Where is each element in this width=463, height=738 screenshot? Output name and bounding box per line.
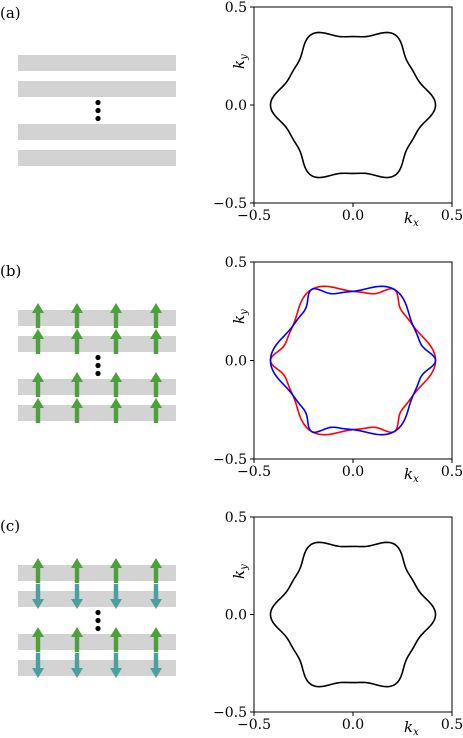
- spin-down-arrow: [110, 584, 122, 609]
- spin-up-arrow: [71, 627, 83, 652]
- ellipsis-dot: [95, 115, 101, 122]
- spin-up-arrow: [32, 398, 44, 423]
- ellipsis-dot: [95, 617, 101, 624]
- x-tick-label: 0.5: [441, 208, 463, 224]
- spin-up-arrow: [71, 329, 83, 354]
- spin-up-arrow: [71, 398, 83, 423]
- y-axis-label: ky: [230, 309, 250, 324]
- fermi-contour: [269, 285, 437, 436]
- y-tick-label: 0.0: [225, 354, 247, 370]
- spin-up-arrow: [32, 329, 44, 354]
- ellipsis-dot: [95, 354, 101, 361]
- fermi-contour: [269, 31, 437, 179]
- spin-down-arrow: [71, 653, 83, 678]
- layer-stack: [18, 303, 176, 423]
- spin-up-arrow: [150, 558, 162, 583]
- spin-down-arrow: [32, 584, 44, 609]
- spin-up-arrow: [32, 627, 44, 652]
- spin-up-arrow: [71, 558, 83, 583]
- layer-slab: [18, 336, 176, 352]
- spin-up-arrow: [150, 372, 162, 397]
- x-axis-label: kx: [404, 465, 419, 485]
- layer-slab: [18, 379, 176, 395]
- layer-slab: [18, 81, 176, 97]
- spin-up-arrow: [110, 372, 122, 397]
- layer-slab: [18, 565, 176, 581]
- ellipsis-dot: [95, 625, 101, 632]
- y-tick-label: 0.0: [225, 98, 247, 114]
- spin-down-arrow: [71, 584, 83, 609]
- y-axis-label: ky: [230, 564, 250, 579]
- x-axis-label: kx: [404, 209, 419, 229]
- ellipsis-dot: [95, 609, 101, 616]
- x-tick-label: 0.0: [342, 208, 364, 224]
- layer-stack: [18, 55, 176, 166]
- y-tick-label: −0.5: [213, 705, 247, 721]
- ellipsis-dot: [95, 370, 101, 377]
- layer-slab: [18, 660, 176, 676]
- x-tick-label: 0.0: [342, 717, 364, 733]
- layer-slab: [18, 55, 176, 71]
- spin-up-arrow: [110, 398, 122, 423]
- x-tick-label: −0.5: [237, 464, 271, 480]
- spin-up-arrow: [110, 558, 122, 583]
- ellipsis-dot: [95, 362, 101, 369]
- y-tick-label: −0.5: [213, 196, 247, 212]
- spin-up-arrow: [71, 372, 83, 397]
- y-axis-label: ky: [230, 54, 250, 69]
- spin-up-arrow: [150, 329, 162, 354]
- y-tick-label: 0.5: [225, 510, 247, 526]
- x-tick-label: 0.5: [441, 464, 463, 480]
- panel-label-c: (c): [0, 517, 21, 535]
- spin-up-arrow: [110, 303, 122, 328]
- ellipsis-dot: [95, 107, 101, 114]
- y-tick-label: 0.5: [225, 0, 247, 16]
- spin-up-arrow: [150, 627, 162, 652]
- layer-stack: [18, 558, 176, 678]
- x-axis-label: kx: [404, 718, 419, 738]
- plot-panel: −0.5−0.5 0.0 0.0 0.5 0.5 kx ky: [213, 255, 463, 485]
- spin-up-arrow: [32, 372, 44, 397]
- spin-up-arrow: [110, 329, 122, 354]
- layer-slab: [18, 310, 176, 326]
- spin-up-arrow: [71, 303, 83, 328]
- y-tick-label: 0.0: [225, 608, 247, 624]
- x-tick-label: 0.5: [441, 717, 463, 733]
- spin-up-arrow: [32, 558, 44, 583]
- layer-slab: [18, 150, 176, 166]
- layer-slab: [18, 634, 176, 650]
- y-tick-label: 0.5: [225, 255, 247, 271]
- spin-down-arrow: [150, 584, 162, 609]
- layer-slab: [18, 124, 176, 140]
- spin-down-arrow: [110, 653, 122, 678]
- y-tick-label: −0.5: [213, 452, 247, 468]
- plot-panel: −0.5−0.5 0.0 0.0 0.5 0.5 kx ky: [213, 0, 463, 229]
- spin-up-arrow: [150, 303, 162, 328]
- spin-up-arrow: [150, 398, 162, 423]
- x-tick-label: −0.5: [237, 208, 271, 224]
- plot-panel: −0.5−0.5 0.0 0.0 0.5 0.5 kx ky: [213, 510, 463, 738]
- panel-label-a: (a): [0, 4, 21, 22]
- spin-down-arrow: [32, 653, 44, 678]
- x-tick-label: 0.0: [342, 464, 364, 480]
- fermi-contour: [269, 285, 437, 436]
- x-tick-label: −0.5: [237, 717, 271, 733]
- panel-label-b: (b): [0, 262, 22, 280]
- spin-up-arrow: [110, 627, 122, 652]
- spin-up-arrow: [32, 303, 44, 328]
- ellipsis-dot: [95, 99, 101, 106]
- fermi-contour: [269, 541, 437, 688]
- spin-down-arrow: [150, 653, 162, 678]
- layer-slab: [18, 591, 176, 607]
- layer-slab: [18, 405, 176, 421]
